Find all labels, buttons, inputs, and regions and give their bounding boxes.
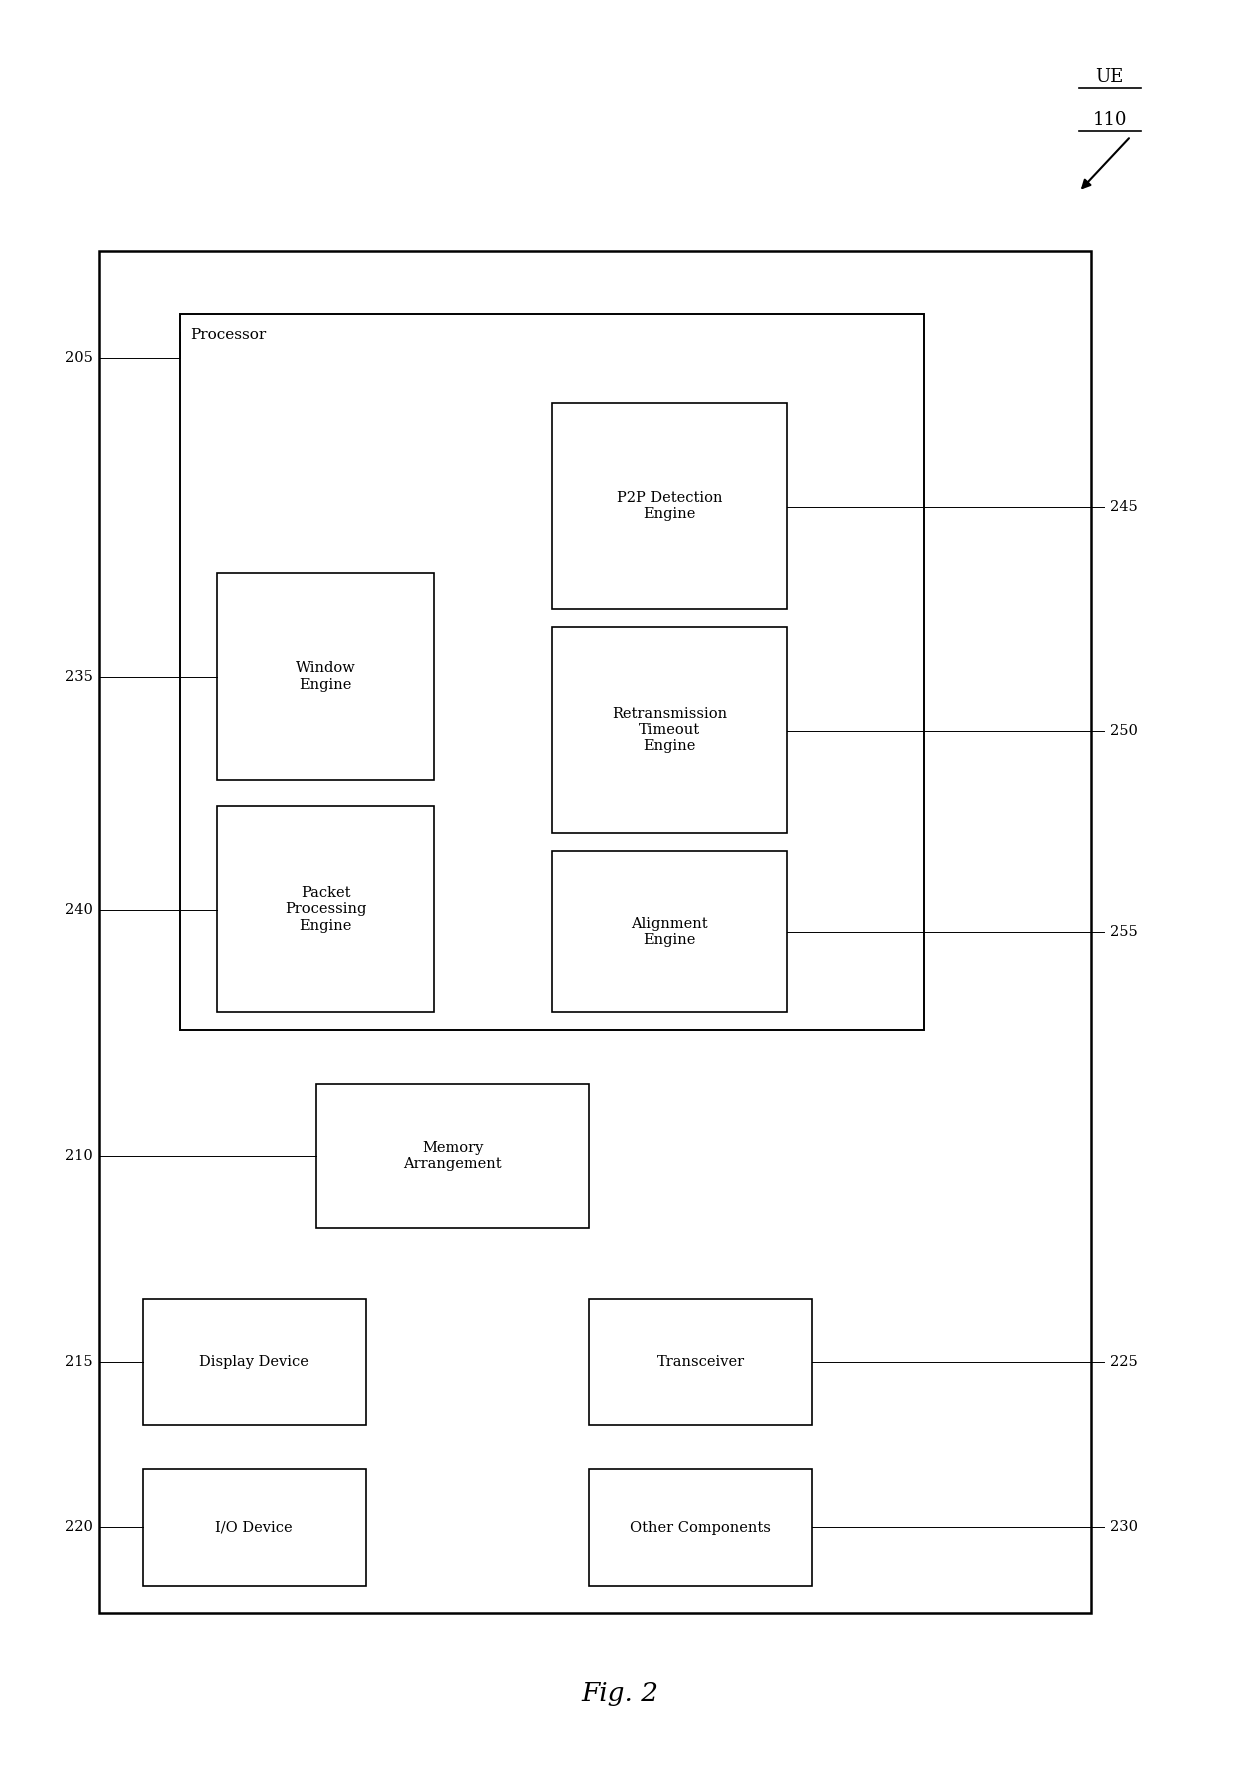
Text: Other Components: Other Components: [630, 1521, 771, 1534]
Text: Alignment
Engine: Alignment Engine: [631, 918, 708, 946]
Text: 110: 110: [1092, 111, 1127, 129]
Text: 255: 255: [1110, 925, 1137, 939]
Text: P2P Detection
Engine: P2P Detection Engine: [616, 491, 723, 521]
Text: 230: 230: [1110, 1520, 1138, 1534]
Text: I/O Device: I/O Device: [216, 1521, 293, 1534]
Text: 215: 215: [66, 1355, 93, 1369]
Text: 240: 240: [66, 903, 93, 918]
Bar: [217, 806, 434, 1012]
Bar: [316, 1084, 589, 1228]
Text: Packet
Processing
Engine: Packet Processing Engine: [285, 887, 366, 932]
Bar: [143, 1469, 366, 1586]
Bar: [217, 573, 434, 780]
Text: 245: 245: [1110, 500, 1137, 514]
Bar: [143, 1299, 366, 1425]
Bar: [589, 1469, 812, 1586]
Text: 220: 220: [66, 1520, 93, 1534]
Text: Memory
Arrangement: Memory Arrangement: [403, 1142, 502, 1170]
Text: 225: 225: [1110, 1355, 1137, 1369]
Bar: [552, 627, 787, 833]
Bar: [552, 403, 787, 609]
Text: Processor: Processor: [190, 328, 265, 342]
Text: Retransmission
Timeout
Engine: Retransmission Timeout Engine: [613, 708, 727, 753]
Text: 210: 210: [66, 1149, 93, 1163]
Text: UE: UE: [1096, 68, 1123, 86]
Bar: [99, 251, 1091, 1613]
Bar: [552, 851, 787, 1012]
Text: Transceiver: Transceiver: [656, 1355, 745, 1369]
Bar: [589, 1299, 812, 1425]
Text: 205: 205: [66, 351, 93, 366]
Text: Window
Engine: Window Engine: [295, 661, 356, 692]
Text: Display Device: Display Device: [200, 1355, 309, 1369]
Bar: [180, 314, 924, 1030]
Text: 250: 250: [1110, 724, 1137, 738]
Text: Fig. 2: Fig. 2: [582, 1681, 658, 1706]
Text: 235: 235: [66, 670, 93, 685]
